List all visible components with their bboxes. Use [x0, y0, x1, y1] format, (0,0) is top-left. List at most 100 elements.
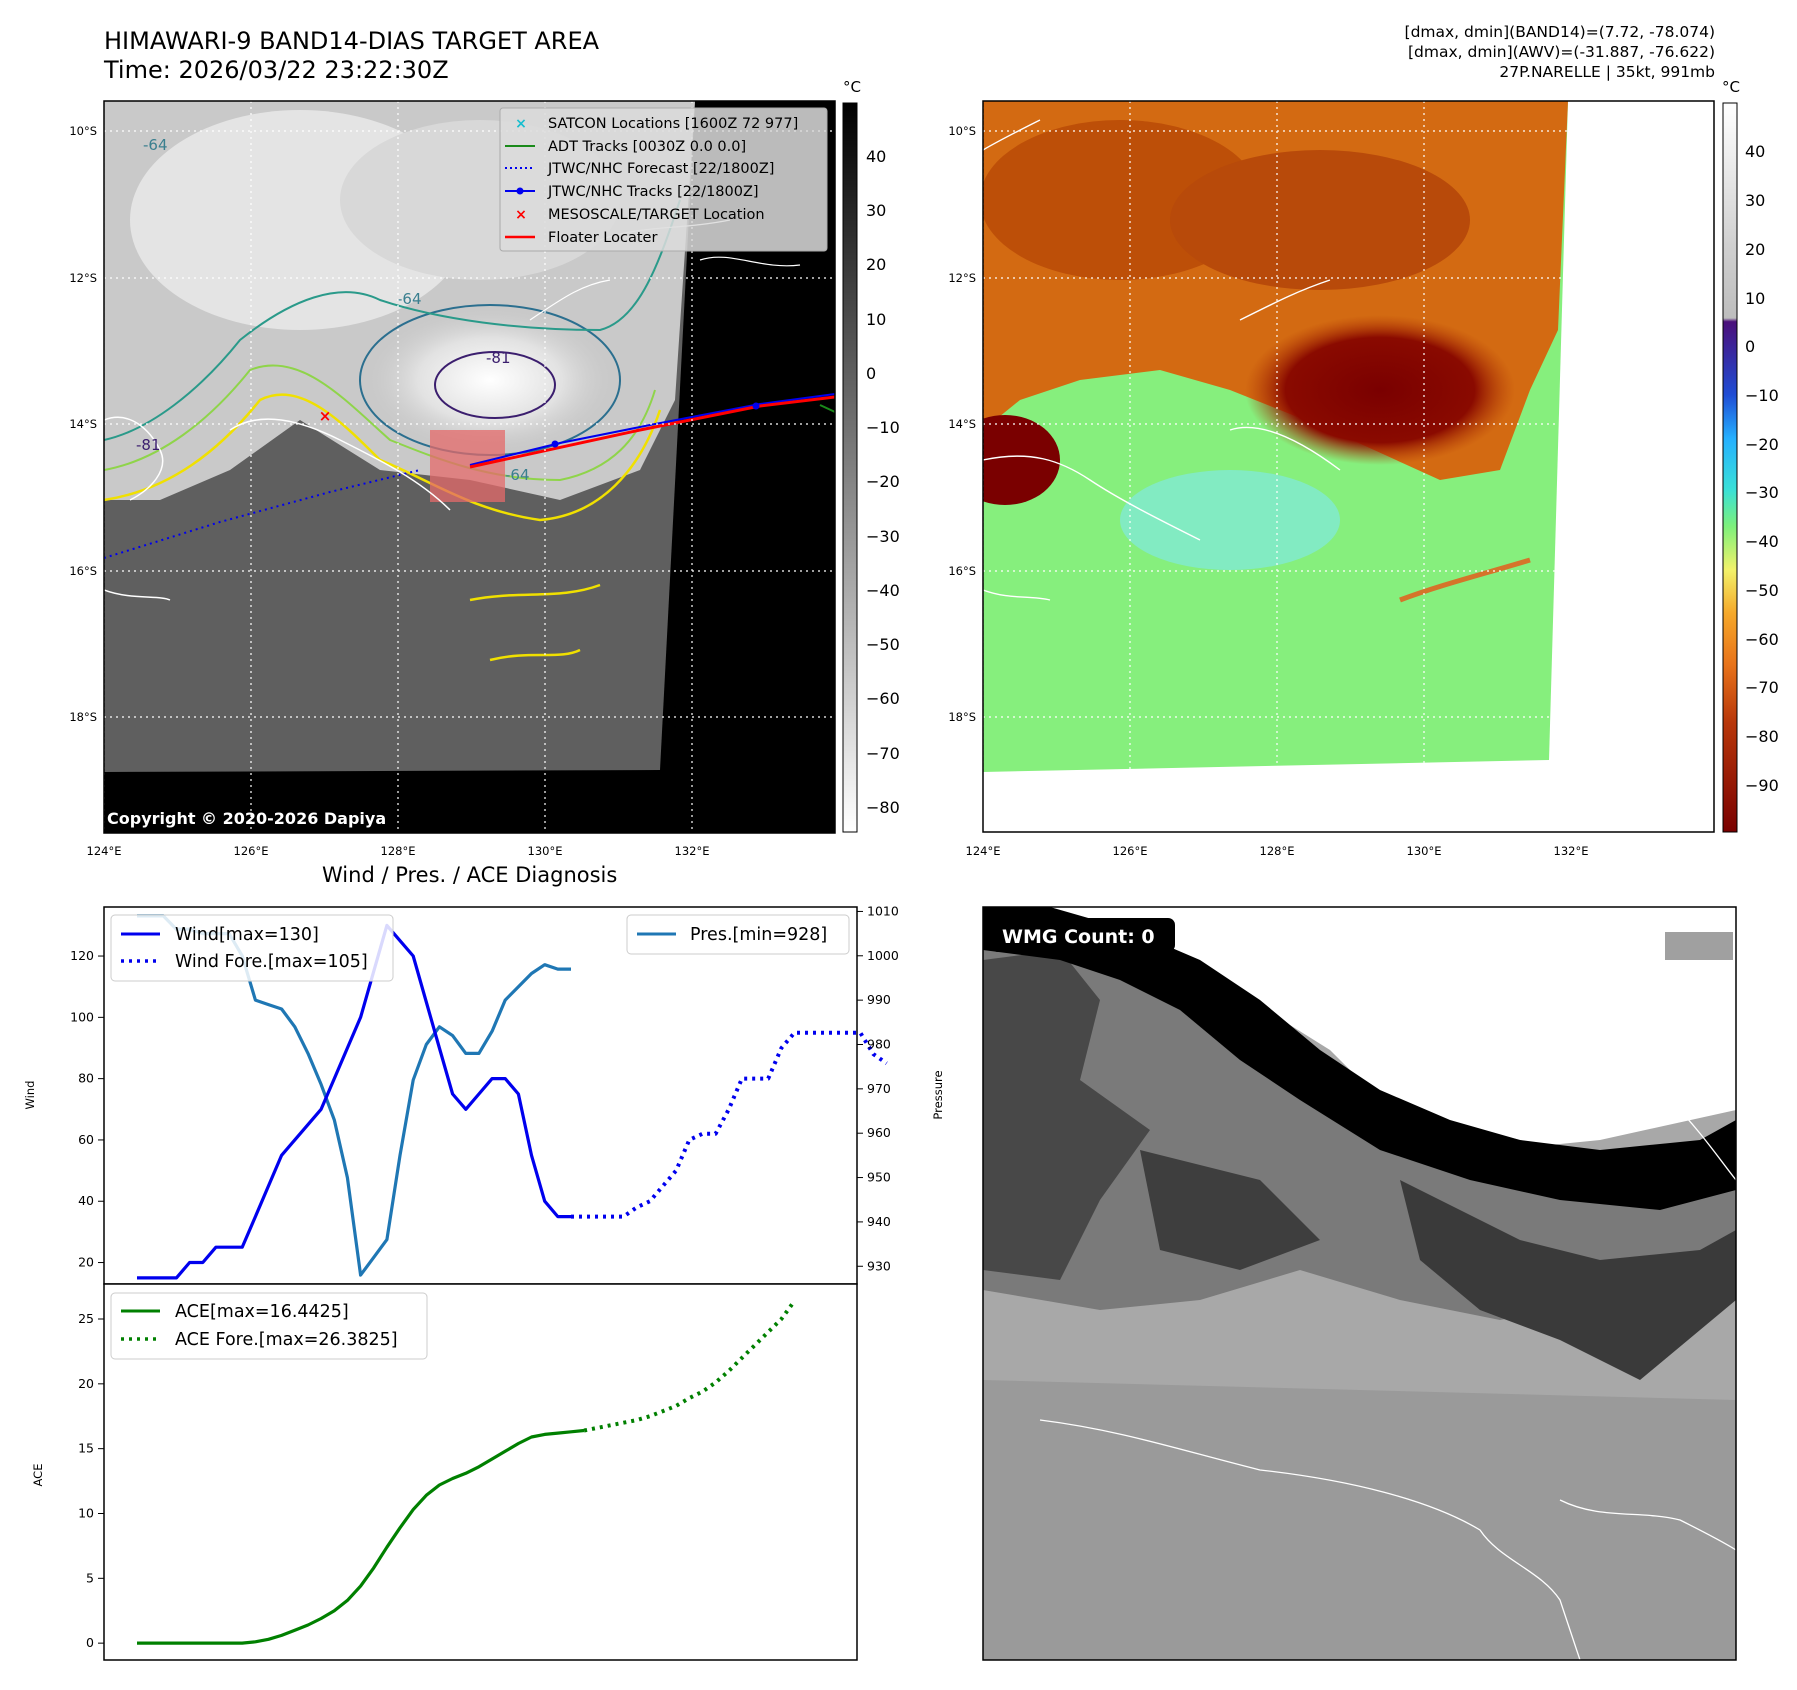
- svg-text:124°E: 124°E: [966, 844, 1001, 858]
- figure-title: HIMAWARI-9 BAND14-DIAS TARGET AREA Time:…: [104, 27, 599, 85]
- wind-pressure-chart: 120 100 80 60 40 20 1010 1000 990 980 970 960 950 940…: [23, 903, 945, 1285]
- y-tick-label: 1010: [867, 903, 899, 918]
- svg-text:124°E: 124°E: [87, 844, 122, 858]
- wind-y-label: Wind: [23, 1081, 37, 1110]
- svg-text:14°S: 14°S: [948, 417, 976, 431]
- wmg-panel: WMG Count: 0: [982, 906, 1737, 1661]
- legend-box: [110, 1292, 428, 1360]
- svg-text:−60: −60: [1745, 630, 1779, 649]
- y-tick-label: 120: [70, 948, 94, 963]
- wind-legend: Wind[max=130] Wind Fore.[max=105]: [110, 914, 394, 982]
- wmg-frame: [982, 906, 1737, 1661]
- colorbar-unit: °C: [1722, 78, 1740, 96]
- colorbar-unit: °C: [843, 78, 861, 96]
- svg-text:−30: −30: [1745, 483, 1779, 502]
- best-track-point: [752, 402, 760, 410]
- y-tick-label: 950: [867, 1170, 891, 1185]
- svg-text:10°S: 10°S: [948, 124, 976, 138]
- y-tick-label: 5: [86, 1570, 94, 1585]
- figure-info: [dmax, dmin](BAND14)=(7.72, -78.074) [dm…: [1405, 22, 1715, 82]
- svg-text:−80: −80: [1745, 727, 1779, 746]
- forecast-track-line: [104, 469, 421, 559]
- svg-text:0: 0: [1745, 337, 1755, 356]
- adt-track-segment: [819, 404, 835, 413]
- legend-label: ADT Tracks [0030Z 0.0 0.0]: [548, 139, 746, 155]
- legend-label: Floater Locater: [548, 230, 657, 246]
- series-line-wind-max-: [137, 923, 571, 1280]
- svg-text:−20: −20: [1745, 435, 1779, 454]
- svg-text:−10: −10: [1745, 386, 1779, 405]
- svg-text:20: 20: [1745, 240, 1765, 259]
- ace-ticks-layer: 25 20 15 10 5 0: [78, 1311, 104, 1650]
- awv-dark-band-2: [1170, 150, 1470, 290]
- ir-panel: × -64 -81 -64 -81 -64 Copyright © 2020-2…: [69, 78, 899, 858]
- svg-text:40: 40: [1745, 142, 1765, 161]
- colorbar-gradient: [1722, 102, 1738, 833]
- y-tick-label: 960: [867, 1125, 891, 1140]
- svg-text:16°S: 16°S: [948, 564, 976, 578]
- contour-label: -81: [486, 349, 511, 367]
- wmg-dark-band-west: [983, 950, 1150, 1280]
- svg-text:−90: −90: [1745, 776, 1779, 795]
- y-tick-label: 990: [867, 992, 891, 1007]
- ir-frame: [103, 100, 836, 834]
- target-marker-icon: ×: [515, 207, 527, 223]
- wmg-count-badge: [991, 918, 1175, 952]
- ir-contour-inner: [434, 351, 556, 419]
- svg-text:10: 10: [866, 310, 886, 329]
- svg-text:126°E: 126°E: [234, 844, 269, 858]
- svg-text:18°S: 18°S: [69, 710, 97, 724]
- y-tick-label: 10: [78, 1505, 94, 1520]
- legend-label: JTWC/NHC Tracks [22/1800Z]: [547, 184, 759, 200]
- svg-text:40: 40: [866, 147, 886, 166]
- svg-text:−50: −50: [1745, 581, 1779, 600]
- ir-storm-core: [370, 310, 610, 450]
- svg-text:30: 30: [866, 201, 886, 220]
- svg-text:10: 10: [1745, 289, 1765, 308]
- contour-label: -81: [136, 436, 161, 454]
- wmg-dark-band-east: [1400, 1180, 1736, 1380]
- svg-text:20: 20: [866, 255, 886, 274]
- awv-lon-labels: 124°E 126°E 128°E 130°E 132°E: [966, 844, 1589, 858]
- legend-box: [499, 107, 828, 252]
- svg-text:132°E: 132°E: [1554, 844, 1589, 858]
- svg-text:130°E: 130°E: [1407, 844, 1442, 858]
- floater-box: [430, 430, 505, 502]
- svg-text:132°E: 132°E: [675, 844, 710, 858]
- y-tick-label: 80: [78, 1071, 94, 1086]
- ace-y-label: ACE: [31, 1464, 45, 1487]
- svg-text:12°S: 12°S: [69, 271, 97, 285]
- svg-text:−20: −20: [866, 472, 900, 491]
- series-line-ace-max-: [137, 1428, 585, 1645]
- y-tick-label: 940: [867, 1214, 891, 1229]
- contour-label: -64: [143, 136, 168, 154]
- title-line-2: Time: 2026/03/22 23:22:30Z: [104, 56, 449, 84]
- colorbar-ticks: 40 30 20 10 0 −10 −20 −30 −40 −50 −60 −7…: [1745, 142, 1779, 795]
- svg-text:−50: −50: [866, 635, 900, 654]
- awv-west-core: [983, 415, 1060, 505]
- wmg-south-field: [983, 1380, 1736, 1660]
- y-tick-label: 930: [867, 1258, 891, 1273]
- coastline: [104, 416, 451, 601]
- legend-label: Pres.[min=928]: [690, 925, 827, 945]
- title-line-1: HIMAWARI-9 BAND14-DIAS TARGET AREA: [104, 27, 600, 55]
- y-tick-label: 970: [867, 1081, 891, 1096]
- svg-text:−80: −80: [866, 798, 900, 817]
- ir-legend: × SATCON Locations [1600Z 72 977] ADT Tr…: [499, 107, 828, 252]
- floater-locater-line: [469, 395, 835, 469]
- ace-series-layer: [137, 1299, 797, 1645]
- svg-text:128°E: 128°E: [381, 844, 416, 858]
- svg-text:14°S: 14°S: [69, 417, 97, 431]
- awv-lat-labels: 10°S 12°S 14°S 16°S 18°S: [948, 124, 976, 724]
- legend-box: [110, 914, 394, 982]
- legend-label: Wind Fore.[max=105]: [175, 952, 368, 972]
- y-tick-label: 20: [78, 1376, 94, 1391]
- y-tick-label: 100: [70, 1009, 94, 1024]
- y-tick-label: 40: [78, 1193, 94, 1208]
- legend-label: JTWC/NHC Forecast [22/1800Z]: [547, 161, 774, 177]
- ir-contour-yellow-south: [469, 583, 601, 662]
- svg-text:30: 30: [1745, 191, 1765, 210]
- svg-text:18°S: 18°S: [948, 710, 976, 724]
- svg-text:−70: −70: [1745, 678, 1779, 697]
